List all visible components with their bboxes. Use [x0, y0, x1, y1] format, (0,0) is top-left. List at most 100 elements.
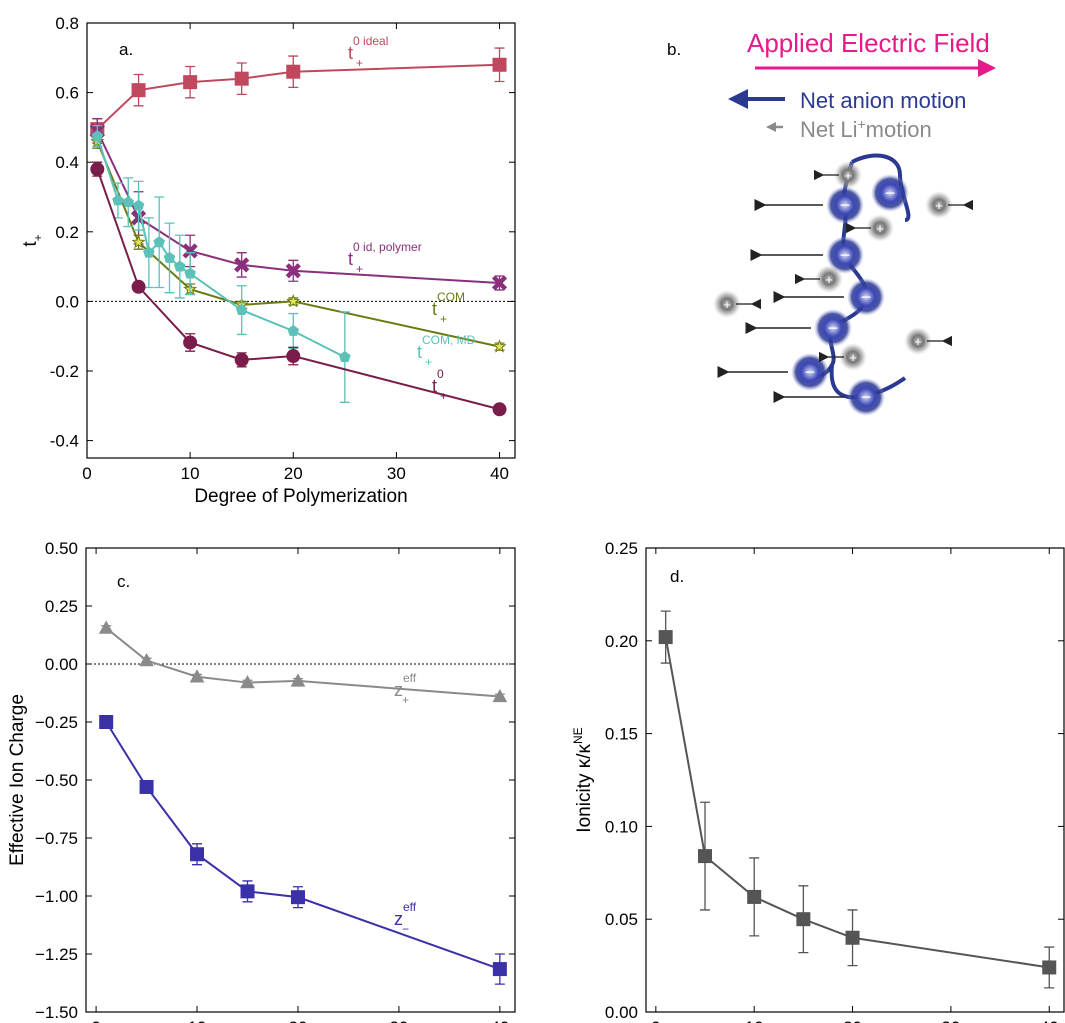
series-label: t0 + — [432, 367, 447, 403]
x-tick-label: 20 — [289, 1018, 308, 1023]
li-group: + + + + + + + — [713, 161, 974, 371]
minus-icon: − — [840, 195, 851, 215]
y-tick-label: 0.10 — [605, 817, 638, 836]
series-4 — [90, 161, 507, 417]
data-point — [339, 350, 351, 363]
anion-particle: − — [750, 236, 864, 274]
minus-icon: − — [828, 318, 839, 338]
data-point — [234, 257, 250, 273]
x-tick-label: 10 — [745, 1018, 764, 1023]
li-particle: + — [925, 191, 974, 219]
data-point — [1042, 960, 1057, 975]
data-point — [90, 162, 105, 177]
x-tick-label: 30 — [387, 464, 406, 483]
minus-icon: − — [840, 245, 851, 265]
series-0 — [658, 610, 1057, 989]
y-tick-label: −0.25 — [35, 713, 78, 732]
data-point — [290, 673, 306, 687]
data-point — [91, 129, 104, 142]
anion-glow — [871, 174, 909, 212]
y-tick-label: −1.50 — [35, 1003, 78, 1022]
y-tick-label: 0.6 — [55, 84, 79, 103]
anion-arrow-head — [728, 89, 748, 109]
panel-d-chart: 0102030400.000.050.100.150.200.25Degree … — [571, 539, 1065, 1023]
y-tick-label: 0.05 — [605, 910, 638, 929]
data-point — [163, 251, 176, 263]
y-tick-label: -0.2 — [50, 362, 79, 381]
y-axis-label: Effective Ion Charge — [7, 694, 28, 866]
series-line — [105, 627, 500, 698]
x-tick-label: 20 — [843, 1018, 862, 1023]
y-tick-label: 0.00 — [45, 655, 78, 674]
series-label: zeff − — [394, 900, 417, 936]
data-point — [286, 349, 301, 364]
data-point — [131, 83, 146, 98]
data-point — [492, 962, 507, 977]
plus-icon: + — [876, 221, 884, 236]
y-tick-label: 0.15 — [605, 725, 638, 744]
plus-icon: + — [935, 198, 943, 213]
y-tick-label: 0.00 — [605, 1003, 638, 1022]
series-line — [96, 168, 500, 411]
series-1 — [89, 118, 508, 291]
anion-particle: − — [773, 378, 885, 416]
plus-icon: + — [849, 350, 857, 365]
panel-b-label: b. — [667, 40, 681, 59]
panel-b-diagram: b. Applied Electric Field Net anion moti… — [667, 28, 996, 416]
data-point — [658, 630, 673, 645]
li-glow — [866, 214, 894, 242]
data-point — [139, 779, 154, 794]
panel-c-chart: 0 10 20 30 40 −1.50 −1.25 −1.00 −0.75 −0.50 −0.25 0… — [7, 539, 516, 1023]
x-tick-label: 40 — [490, 464, 509, 483]
anion-glow — [847, 378, 885, 416]
panel-d-label: d. — [670, 567, 684, 586]
series-line — [96, 135, 346, 358]
data-point — [287, 324, 300, 336]
data-point — [131, 234, 146, 249]
anion-glow — [826, 236, 864, 274]
data-point — [234, 352, 249, 367]
data-point — [132, 199, 145, 211]
field-arrow-head — [978, 59, 996, 77]
plus-icon: + — [825, 272, 833, 287]
y-tick-label: 0.0 — [55, 292, 79, 311]
data-point — [112, 194, 124, 206]
data-point — [190, 847, 205, 862]
plus-icon: + — [914, 334, 922, 349]
series-line — [96, 140, 500, 348]
data-point — [492, 339, 507, 353]
data-point — [153, 236, 166, 248]
diagram-field-title: Applied Electric Field — [747, 28, 990, 58]
y-tick-label: 0.25 — [605, 539, 638, 558]
anion-particle: − — [717, 353, 829, 391]
anion-glow — [826, 186, 864, 224]
data-point — [182, 243, 198, 259]
data-point — [240, 675, 255, 689]
plot-frame — [86, 22, 516, 459]
data-point — [491, 275, 508, 291]
anion-glow — [847, 278, 885, 316]
li-particle: + — [813, 161, 862, 189]
data-point — [98, 620, 114, 634]
plot-frame — [645, 547, 1065, 1013]
series-3 — [91, 125, 351, 403]
anion-glow — [814, 309, 852, 347]
y-tick-label: 0.50 — [45, 539, 78, 558]
y-tick-label: −1.00 — [35, 887, 78, 906]
series-label: zeff + — [394, 671, 417, 707]
y-tick-label: -0.4 — [50, 432, 79, 451]
data-point — [174, 260, 186, 272]
data-point — [189, 669, 205, 683]
anion-particle: − — [871, 174, 909, 212]
panel-a-chart: 0 10 20 30 40 -0.4 -0.2 0.0 0.2 0.4 0.6 0.8 Degree o… — [20, 14, 516, 507]
y-axis-label: Ionicity κ/κNE — [571, 727, 595, 832]
panel-c-label: c. — [117, 572, 130, 591]
series-label: tCOM, MD + — [417, 333, 476, 369]
x-tick-label: 0 — [651, 1018, 660, 1023]
data-point — [139, 652, 154, 667]
x-tick-label: 30 — [389, 1018, 408, 1023]
series-label: t0 ideal + — [348, 34, 388, 70]
y-tick-label: −0.75 — [35, 829, 78, 848]
data-point — [183, 75, 198, 90]
minus-icon: − — [861, 387, 872, 407]
